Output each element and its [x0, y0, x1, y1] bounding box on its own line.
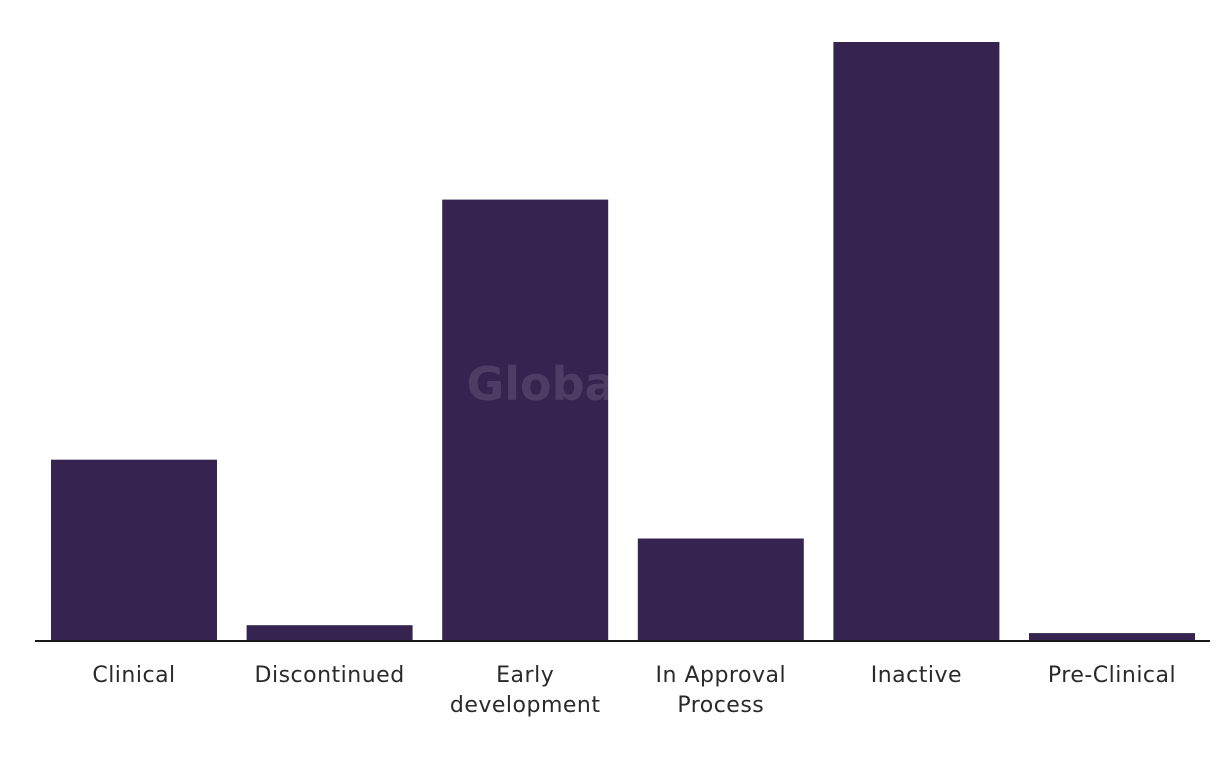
bar-pre-clinical: [1029, 633, 1195, 641]
category-labels-group: Clinical Discontinued Early development In A…: [92, 663, 1176, 718]
category-label: development: [450, 693, 601, 718]
category-label: Process: [677, 693, 764, 718]
category-label: In Approval: [656, 663, 787, 688]
category-label: Pre-Clinical: [1048, 663, 1176, 688]
bar-discontinued: [246, 625, 413, 641]
category-label: Clinical: [92, 663, 175, 688]
category-label: Early: [496, 663, 554, 688]
bar-in-approval-process: [637, 538, 804, 641]
bars-group: [51, 42, 1195, 641]
bar-early-development: [442, 199, 609, 641]
bar-inactive: [833, 42, 1000, 641]
category-label: Inactive: [871, 663, 962, 688]
bar-clinical: [51, 459, 217, 641]
category-label: Discontinued: [255, 663, 405, 688]
watermark-logo: GlobalData: [466, 357, 753, 411]
